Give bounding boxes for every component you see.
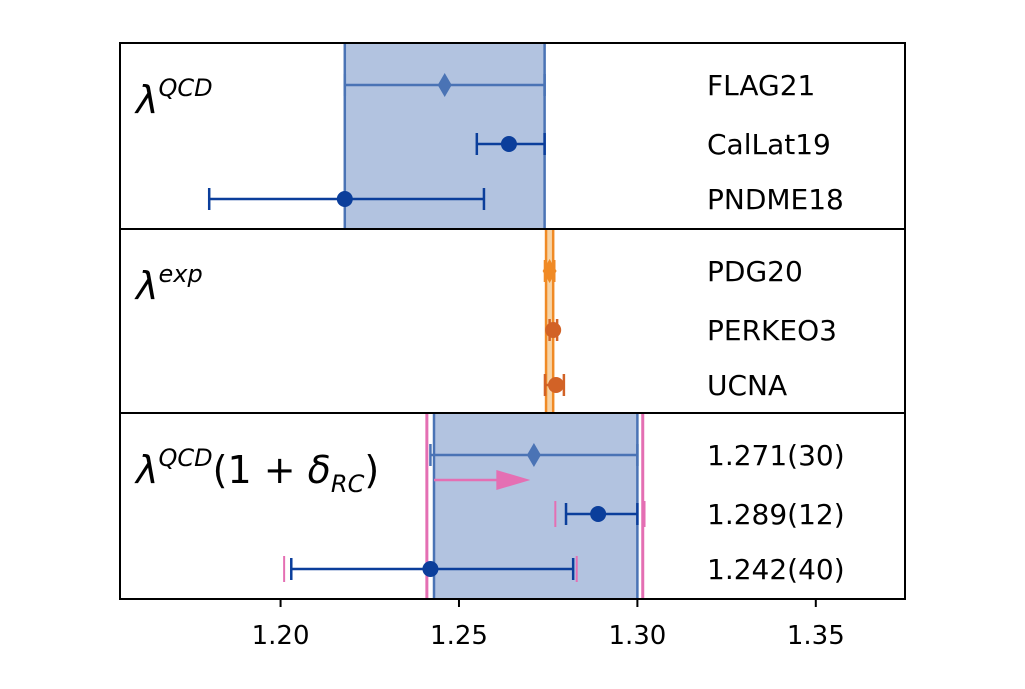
text-layer: λQCD FLAG21 CalLat19 PNDME18 λexp PDG20 PERKEO… <box>134 69 845 651</box>
band-panel-1 <box>344 43 545 229</box>
panel-3-entry-1-marker <box>526 443 541 467</box>
panel-2-entry-3-label: UCNA <box>707 369 787 402</box>
panel-2-entry-1-marker <box>542 259 557 283</box>
panel-label-1: λQCD <box>134 74 213 122</box>
panel-label-3: λQCD(1 + δRC) <box>134 444 379 498</box>
panel-2-entry-2-label: PERKEO3 <box>707 314 837 347</box>
axes-frame <box>119 42 906 600</box>
panel-1-entry-1-marker <box>437 73 452 97</box>
x-tick-label-3: 1.30 <box>608 621 666 651</box>
x-tick-label-1: 1.20 <box>252 621 310 651</box>
frame-layer <box>119 42 906 607</box>
panel-1-entry-2-marker <box>500 136 517 152</box>
panel-1-entry-3-marker <box>336 191 353 207</box>
panel-3-entry-1-arrow-head <box>496 470 531 490</box>
panel-3-entry-2-marker <box>590 506 607 522</box>
marks-layer <box>207 73 646 582</box>
panel-3-entry-3-marker <box>422 561 439 577</box>
x-tick-label-2: 1.25 <box>430 621 488 651</box>
panel-2-entry-3-marker <box>548 377 565 393</box>
panel-1-entry-1-label: FLAG21 <box>707 69 815 102</box>
panel-2-entry-2-marker <box>545 322 562 338</box>
panel-2-entry-1-label: PDG20 <box>707 255 803 288</box>
band-panel-3 <box>434 413 638 599</box>
panel-label-2: λexp <box>134 260 203 308</box>
panel-3-entry-1-label: 1.271(30) <box>707 439 845 472</box>
x-tick-label-4: 1.35 <box>787 621 845 651</box>
panel-3-entry-3-label: 1.242(40) <box>707 553 845 586</box>
panel-1-entry-3-label: PNDME18 <box>707 183 844 216</box>
panel-3-entry-2-label: 1.289(12) <box>707 498 845 531</box>
panel-1-entry-2-label: CalLat19 <box>707 128 831 161</box>
